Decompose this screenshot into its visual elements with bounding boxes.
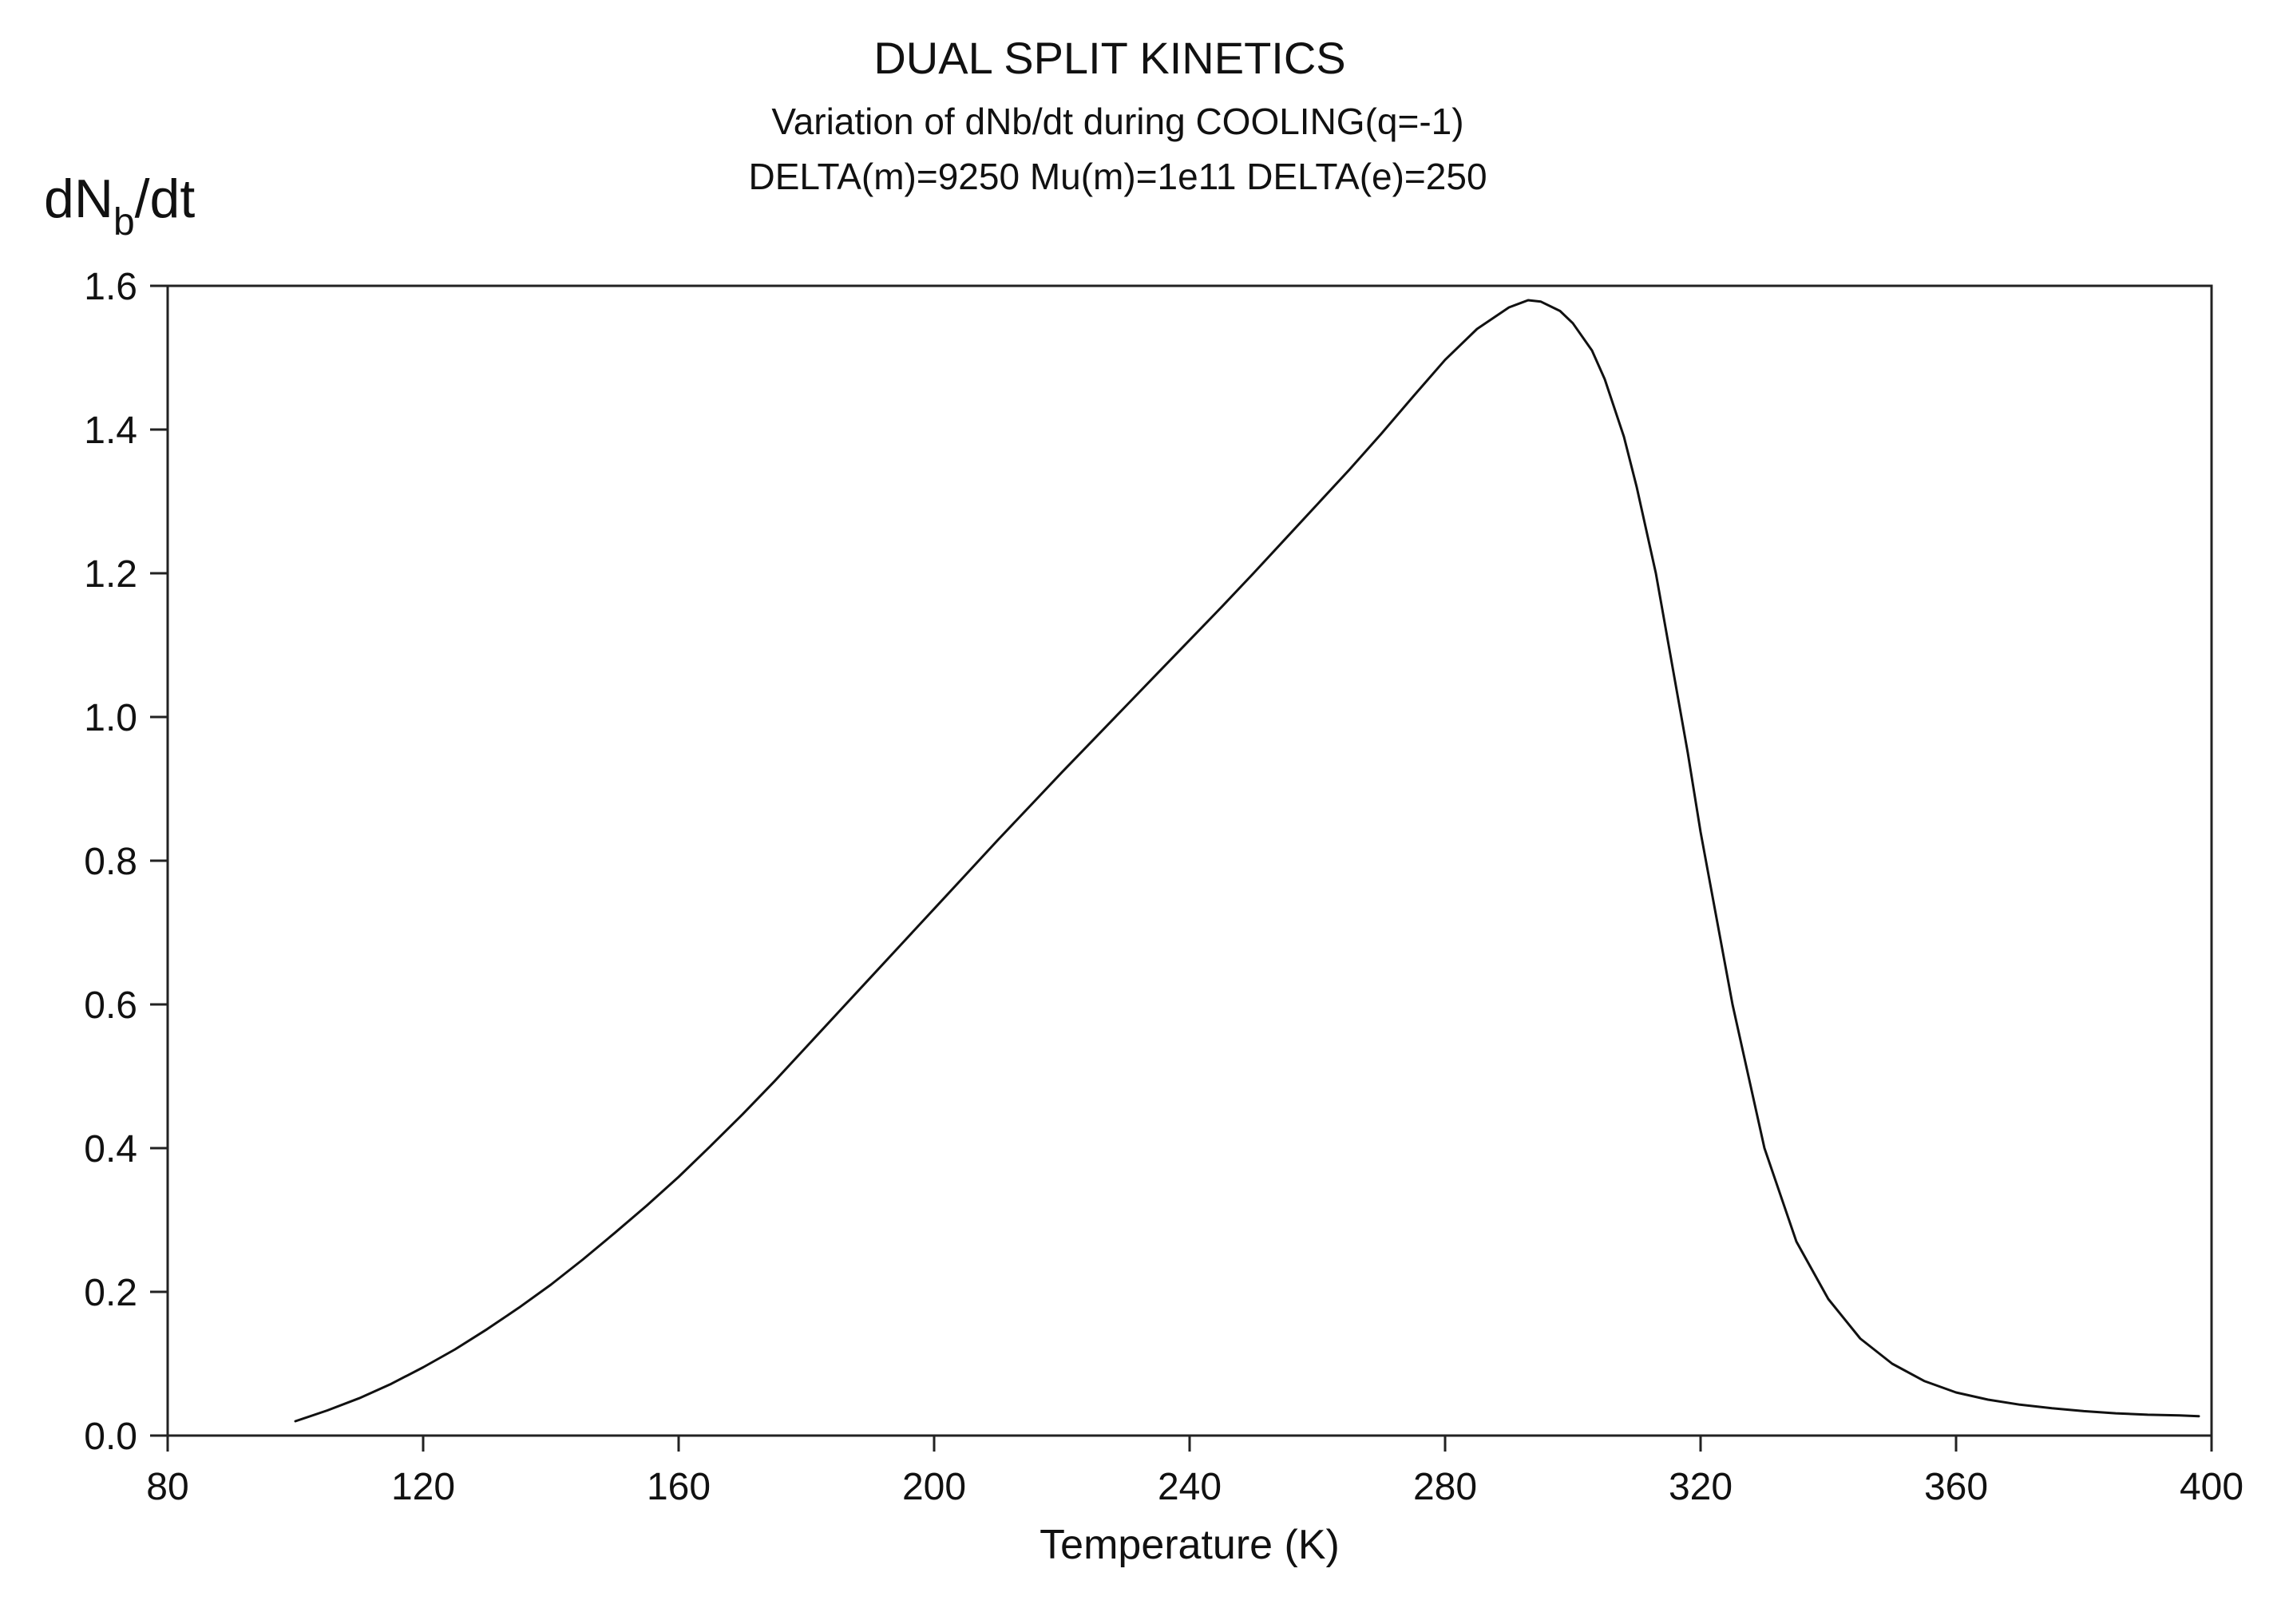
y-axis-label: dNb/dt — [44, 168, 195, 244]
x-tick-label: 320 — [1669, 1466, 1733, 1508]
x-tick-label: 160 — [647, 1466, 711, 1508]
y-tick-label: 0.8 — [84, 841, 137, 883]
y-tick-label: 0.4 — [84, 1128, 137, 1170]
y-axis-label-suffix: /dt — [135, 168, 196, 229]
y-tick-label: 1.4 — [84, 410, 137, 452]
chart-title: DUAL SPLIT KINETICS — [873, 33, 1345, 83]
y-tick-label: 0.6 — [84, 984, 137, 1027]
y-tick-label: 0.0 — [84, 1416, 137, 1458]
y-tick-label: 0.2 — [84, 1272, 137, 1314]
x-tick-label: 80 — [146, 1466, 188, 1508]
x-tick-label: 280 — [1413, 1466, 1477, 1508]
y-axis: 0.0 0.2 0.4 0.6 0.8 1.0 1.2 1.4 1.6 — [84, 266, 168, 1458]
y-tick-label: 1.6 — [84, 266, 137, 308]
x-tick-label: 360 — [1924, 1466, 1988, 1508]
x-tick-label: 400 — [2180, 1466, 2243, 1508]
y-tick-label: 1.0 — [84, 697, 137, 739]
series-line — [294, 299, 2200, 1423]
x-axis-label: Temperature (K) — [1040, 1522, 1340, 1568]
x-tick-label: 120 — [391, 1466, 455, 1508]
x-tick-label: 200 — [902, 1466, 966, 1508]
y-tick-label: 1.2 — [84, 553, 137, 596]
x-axis: 80 120 160 200 240 280 320 360 400 — [146, 1436, 2243, 1508]
x-tick-label: 240 — [1158, 1466, 1222, 1508]
y-axis-label-subscript: b — [113, 201, 135, 244]
chart-subtitle-parameters: DELTA(m)=9250 Mu(m)=1e11 DELTA(e)=250 — [748, 156, 1487, 197]
series-layer — [294, 299, 2200, 1423]
y-axis-label-base: dN — [44, 168, 113, 229]
chart-subtitle: Variation of dNb/dt during COOLING(q=-1) — [771, 101, 1463, 142]
